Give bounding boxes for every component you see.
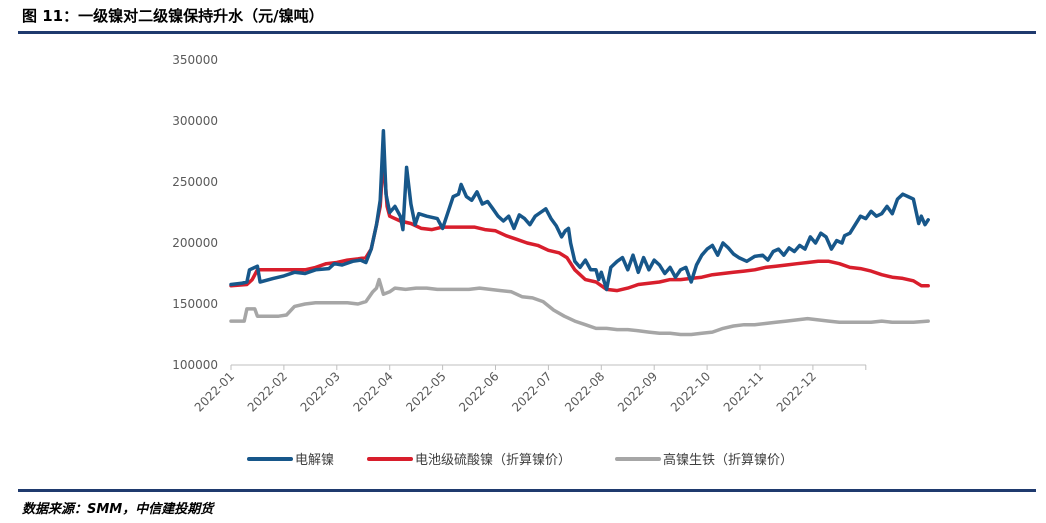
- series-layer: [229, 129, 930, 337]
- x-tick-label: 2022-08: [562, 369, 607, 414]
- y-tick-label: 350000: [172, 53, 218, 67]
- legend-label-1: 电池级硫酸镍（折算镍价）: [415, 453, 571, 468]
- x-tick-label: 2022-06: [456, 369, 501, 414]
- x-tick-label: 2022-09: [615, 369, 660, 414]
- y-tick-label: 200000: [172, 236, 218, 250]
- x-tick-label: 2022-03: [298, 369, 343, 414]
- legend: 电解镍 电池级硫酸镍（折算镍价） 高镍生铁（折算镍价）: [247, 452, 793, 468]
- x-tick-label: 2022-01: [192, 369, 237, 414]
- series-line-1: [229, 155, 930, 293]
- bottom-rule: [18, 489, 1036, 492]
- top-rule: [18, 31, 1036, 34]
- x-axis: 2022-01 2022-02 2022-03 2022-04 2022-05 2022-…: [192, 364, 867, 415]
- figure-title: 图 11：一级镍对二级镍保持升水（元/镍吨）: [22, 7, 324, 25]
- x-tick-label: 2022-12: [774, 369, 819, 414]
- series-line-0: [229, 129, 930, 292]
- y-tick-label: 150000: [172, 297, 218, 311]
- y-axis: 350000 300000 250000 200000 150000 100000: [172, 53, 218, 372]
- y-tick-label: 250000: [172, 175, 218, 189]
- y-tick-label: 100000: [172, 358, 218, 372]
- y-tick-label: 300000: [172, 114, 218, 128]
- x-tick-label: 2022-10: [668, 369, 713, 414]
- x-tick-label: 2022-04: [350, 369, 395, 414]
- x-tick-label: 2022-02: [245, 369, 290, 414]
- legend-label-2: 高镍生铁（折算镍价）: [663, 452, 793, 468]
- series-line-2: [229, 277, 930, 337]
- x-tick-label: 2022-05: [403, 369, 448, 414]
- x-tick-label: 2022-07: [509, 369, 554, 414]
- x-tick-label: 2022-11: [721, 369, 766, 414]
- legend-label-0: 电解镍: [295, 453, 334, 468]
- source-note: 数据来源：SMM，中信建投期货: [22, 502, 214, 517]
